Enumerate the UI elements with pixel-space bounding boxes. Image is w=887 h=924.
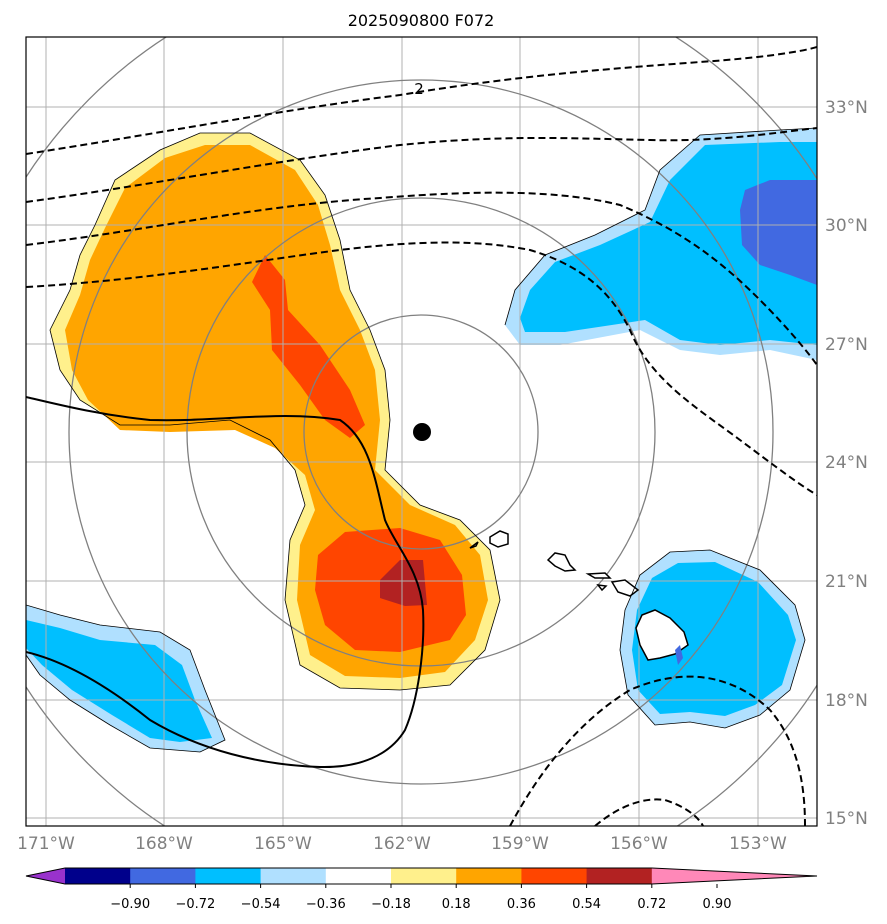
negative-anomaly-region-ne	[505, 128, 817, 360]
colorbar-segment	[260, 868, 327, 884]
lon-tick-label: 165°W	[254, 834, 312, 854]
colorbar-tick-label: −0.54	[241, 897, 281, 912]
solid-contour	[26, 396, 425, 769]
colorbar-segment	[391, 868, 457, 884]
colorbar-segment	[586, 868, 653, 884]
storm-center-marker	[413, 423, 431, 441]
negative-anomaly-region-sw	[26, 605, 225, 752]
hawaii-islands	[469, 530, 689, 661]
lat-tick-label: 15°N	[825, 809, 868, 829]
colorbar-tick-label: 0.36	[507, 897, 536, 912]
colorbar-tick-label: −0.18	[371, 897, 411, 912]
colorbar-segment	[195, 868, 262, 884]
map-title: 2025090800 F072	[348, 11, 495, 30]
lat-tick-labels: 33°N 30°N 27°N 24°N 21°N 18°N 15°N	[825, 98, 868, 829]
contour-label: 2	[414, 80, 424, 98]
lon-tick-label: 159°W	[491, 834, 549, 854]
colorbar-tick-label: −0.90	[110, 897, 150, 912]
lat-tick-label: 33°N	[825, 98, 868, 118]
map-area: 2	[26, 37, 817, 826]
dashed-contours	[26, 46, 817, 826]
colorbar-tick-label: 0.90	[703, 897, 732, 912]
lon-tick-label: 171°W	[17, 834, 75, 854]
lat-tick-label: 18°N	[825, 691, 868, 711]
lon-tick-label: 153°W	[729, 834, 787, 854]
map-frame	[25, 36, 818, 827]
lat-tick-label: 27°N	[825, 335, 868, 355]
lon-tick-label: 156°W	[610, 834, 668, 854]
lon-tick-label: 162°W	[373, 834, 431, 854]
lat-tick-label: 30°N	[825, 216, 868, 236]
colorbar-tick-label: −0.72	[175, 897, 215, 912]
colorbar-extend-low	[26, 868, 65, 884]
lat-tick-label: 21°N	[825, 572, 868, 592]
colorbar: −0.90 −0.72 −0.54 −0.36 −0.18 0.18 0.36 0.54 0.7…	[25, 867, 818, 912]
anomaly-outlines	[26, 127, 817, 753]
colorbar-tick-label: −0.36	[306, 897, 346, 912]
colorbar-tick-label: 0.72	[637, 897, 666, 912]
negative-anomaly-region-se	[620, 550, 805, 728]
colorbar-segment	[325, 868, 392, 884]
lon-tick-label: 168°W	[135, 834, 193, 854]
colorbar-segment	[130, 868, 196, 884]
graticule	[26, 37, 817, 826]
lon-tick-labels: 171°W 168°W 165°W 162°W 159°W 156°W 153°…	[17, 834, 787, 854]
lat-tick-label: 24°N	[825, 453, 868, 473]
colorbar-tick-label: 0.18	[442, 897, 471, 912]
colorbar-outline	[25, 867, 818, 885]
hawaii-blue-spot	[675, 645, 683, 665]
colorbar-extend-high	[651, 868, 817, 884]
colorbar-segment	[521, 868, 588, 884]
colorbar-tick-label: 0.54	[572, 897, 601, 912]
positive-anomaly-region	[50, 133, 500, 690]
colorbar-segment	[456, 868, 522, 884]
colorbar-segment	[65, 868, 131, 884]
